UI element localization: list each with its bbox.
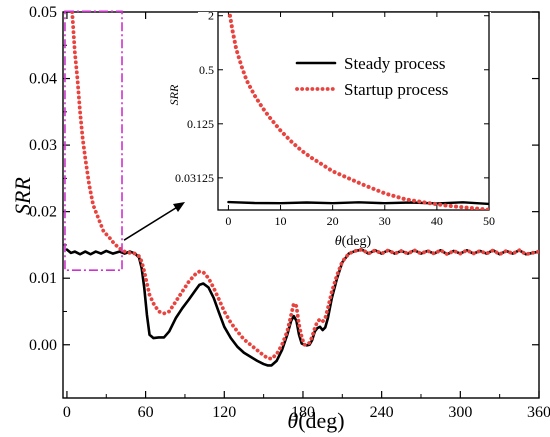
zoom-arrow-line [123,205,180,241]
inset-x-tick-label: 20 [327,214,339,228]
zoom-arrow-head [173,202,185,212]
series-line-startup-process [227,13,489,210]
inset-x-axis-symbol: θ [335,234,342,249]
x-axis-symbol: θ [287,408,298,433]
legend-label: Startup process [344,80,448,99]
inset-background [198,12,491,210]
y-axis-label: SRR [10,177,35,215]
inset-y-tick-label: 2 [208,9,214,23]
y-tick-label: 0.03 [29,137,57,154]
x-axis-label: θ(deg) [287,408,344,433]
zoom-region-box [64,10,123,272]
inset-frame [217,11,490,211]
inset-y-tick-label: 0.125 [187,117,214,131]
x-tick-label: 360 [527,404,550,421]
inset-plot: 0 10 20 30 40 50 0.03125 0.125 0.5 2 [175,9,495,228]
inset-x-axis-label: θ(deg) [335,234,372,249]
y-tick-label: 0.02 [29,204,57,221]
main-plot: 0 60 120 180 240 300 3600.000.010.020.030.040.… [29,4,550,421]
x-tick-label: 240 [370,404,394,421]
inset-x-tick-label: 0 [225,214,231,228]
x-axis-unit: (deg) [298,408,344,433]
x-tick-label: 0 [63,404,71,421]
y-tick-label: 0.05 [29,4,57,21]
series-line-startup-process [70,12,539,361]
x-tick-label: 180 [291,404,315,421]
inset-x-tick-label: 40 [431,214,443,228]
y-tick-label: 0.00 [29,337,57,354]
x-tick-label: 60 [138,404,154,421]
x-tick-label: 120 [212,404,236,421]
x-tick-label: 300 [448,404,472,421]
inset-x-tick-label: 30 [379,214,391,228]
y-tick-label: 0.01 [29,270,57,287]
inset-y-axis-label: SRR [167,84,181,105]
series-line-steady-process [227,200,489,206]
inset-y-tick-label: 0.5 [199,63,214,77]
legend-label: Steady process [344,54,446,73]
inset-y-tick-label: 0.03125 [175,171,214,185]
y-tick-label: 0.04 [29,71,57,88]
inset-x-tick-label: 10 [275,214,287,228]
series-line-steady-process [65,248,539,367]
inset-x-axis-unit: (deg) [342,234,372,249]
legend: Steady process Startup process [295,54,448,99]
inset-x-tick-label: 50 [483,214,495,228]
